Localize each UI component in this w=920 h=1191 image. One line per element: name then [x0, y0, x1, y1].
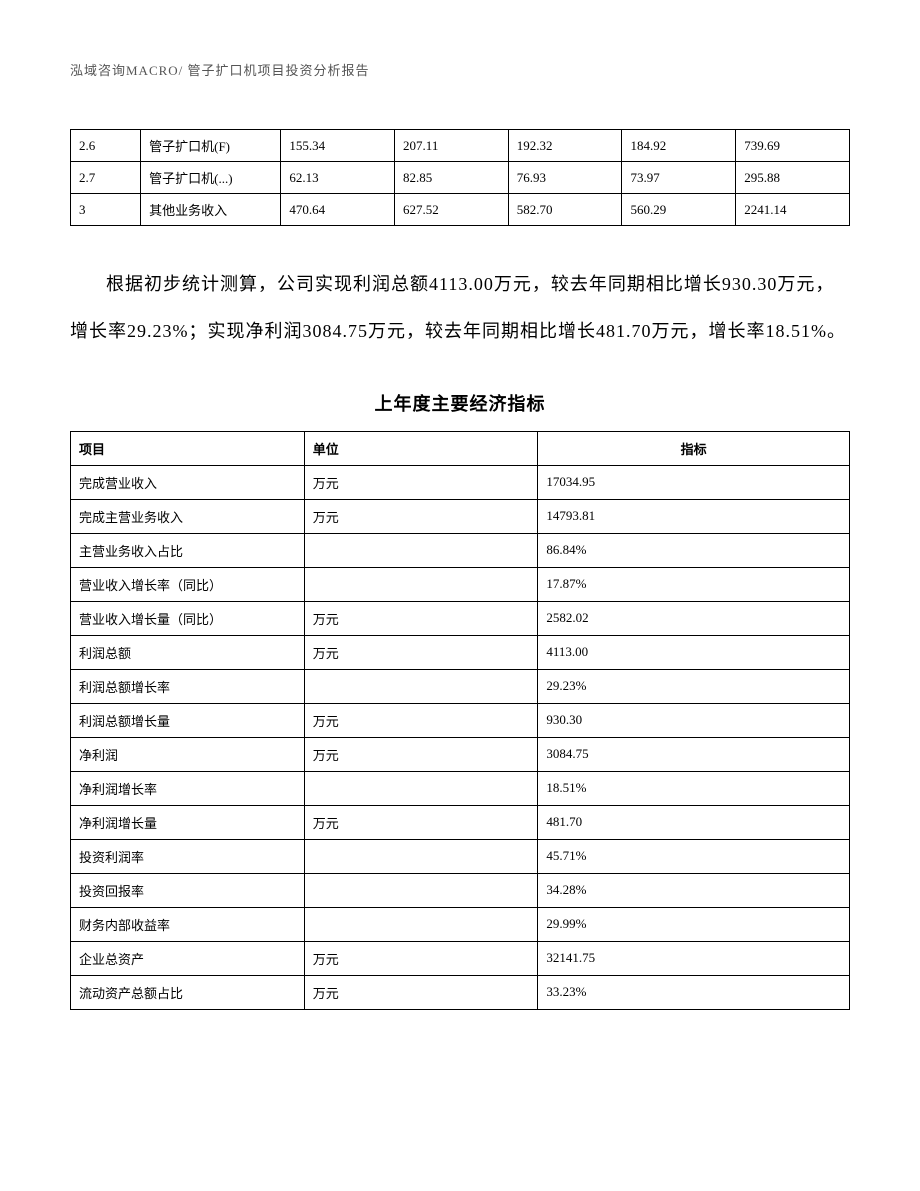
- revenue-breakdown-table: 2.6管子扩口机(F)155.34207.11192.32184.92739.6…: [70, 129, 850, 226]
- table-cell: 18.51%: [538, 771, 850, 805]
- table-cell: 82.85: [395, 162, 509, 194]
- table-cell: 万元: [304, 805, 538, 839]
- table-row: 净利润增长量万元481.70: [71, 805, 850, 839]
- table-cell: 管子扩口机(F): [141, 130, 281, 162]
- table-cell: 净利润增长量: [71, 805, 305, 839]
- table-cell: 万元: [304, 703, 538, 737]
- table-cell: 万元: [304, 635, 538, 669]
- page-header: 泓域咨询MACRO/ 管子扩口机项目投资分析报告: [70, 60, 850, 79]
- table-cell: 投资利润率: [71, 839, 305, 873]
- table-cell: 192.32: [508, 130, 622, 162]
- table-row: 企业总资产万元32141.75: [71, 941, 850, 975]
- table-cell: 184.92: [622, 130, 736, 162]
- table-cell: 万元: [304, 941, 538, 975]
- summary-paragraph: 根据初步统计测算，公司实现利润总额4113.00万元，较去年同期相比增长930.…: [70, 261, 850, 355]
- table-row: 利润总额万元4113.00: [71, 635, 850, 669]
- table-cell: [304, 533, 538, 567]
- table-row: 主营业务收入占比 86.84%: [71, 533, 850, 567]
- table-cell: 2241.14: [736, 194, 850, 226]
- table-cell: 万元: [304, 465, 538, 499]
- col-header-unit: 单位: [304, 431, 538, 465]
- table-cell: 481.70: [538, 805, 850, 839]
- table-cell: 45.71%: [538, 839, 850, 873]
- table-cell: 3084.75: [538, 737, 850, 771]
- table-row: 净利润增长率 18.51%: [71, 771, 850, 805]
- table-cell: 完成营业收入: [71, 465, 305, 499]
- section-title: 上年度主要经济指标: [70, 390, 850, 416]
- table-cell: 295.88: [736, 162, 850, 194]
- table-cell: 155.34: [281, 130, 395, 162]
- table-cell: 净利润增长率: [71, 771, 305, 805]
- table-cell: 73.97: [622, 162, 736, 194]
- table-row: 净利润万元3084.75: [71, 737, 850, 771]
- table-cell: [304, 567, 538, 601]
- table-cell: 470.64: [281, 194, 395, 226]
- table-cell: 29.99%: [538, 907, 850, 941]
- table-row: 完成营业收入万元17034.95: [71, 465, 850, 499]
- table-cell: 2.6: [71, 130, 141, 162]
- table-cell: [304, 907, 538, 941]
- table-cell: 完成主营业务收入: [71, 499, 305, 533]
- table-row: 利润总额增长率 29.23%: [71, 669, 850, 703]
- table-cell: 财务内部收益率: [71, 907, 305, 941]
- table-cell: 930.30: [538, 703, 850, 737]
- economic-indicators-table: 项目 单位 指标 完成营业收入万元17034.95完成主营业务收入万元14793…: [70, 431, 850, 1010]
- table-row: 投资回报率 34.28%: [71, 873, 850, 907]
- table-cell: 34.28%: [538, 873, 850, 907]
- table-cell: 投资回报率: [71, 873, 305, 907]
- table-cell: 营业收入增长率（同比）: [71, 567, 305, 601]
- table-cell: 739.69: [736, 130, 850, 162]
- table-cell: 营业收入增长量（同比）: [71, 601, 305, 635]
- table-cell: 净利润: [71, 737, 305, 771]
- table-cell: 582.70: [508, 194, 622, 226]
- table-cell: 利润总额增长量: [71, 703, 305, 737]
- table-cell: [304, 771, 538, 805]
- table-cell: 管子扩口机(...): [141, 162, 281, 194]
- table-cell: 4113.00: [538, 635, 850, 669]
- table-cell: [304, 873, 538, 907]
- table-cell: 17034.95: [538, 465, 850, 499]
- table-cell: 其他业务收入: [141, 194, 281, 226]
- table-cell: 2.7: [71, 162, 141, 194]
- table-cell: 流动资产总额占比: [71, 975, 305, 1009]
- table-cell: 32141.75: [538, 941, 850, 975]
- table-cell: 207.11: [395, 130, 509, 162]
- table-row: 流动资产总额占比万元33.23%: [71, 975, 850, 1009]
- table-cell: 万元: [304, 601, 538, 635]
- table-cell: 33.23%: [538, 975, 850, 1009]
- table-cell: [304, 669, 538, 703]
- table-row: 2.7管子扩口机(...)62.1382.8576.9373.97295.88: [71, 162, 850, 194]
- table-header-row: 项目 单位 指标: [71, 431, 850, 465]
- table-row: 3其他业务收入470.64627.52582.70560.292241.14: [71, 194, 850, 226]
- table-row: 利润总额增长量万元930.30: [71, 703, 850, 737]
- table-cell: 2582.02: [538, 601, 850, 635]
- table-cell: 主营业务收入占比: [71, 533, 305, 567]
- table-cell: 14793.81: [538, 499, 850, 533]
- table-cell: 万元: [304, 737, 538, 771]
- col-header-item: 项目: [71, 431, 305, 465]
- table-cell: 76.93: [508, 162, 622, 194]
- table-cell: 86.84%: [538, 533, 850, 567]
- table-cell: 利润总额增长率: [71, 669, 305, 703]
- table-cell: 利润总额: [71, 635, 305, 669]
- table-row: 财务内部收益率 29.99%: [71, 907, 850, 941]
- table-cell: [304, 839, 538, 873]
- table-cell: 企业总资产: [71, 941, 305, 975]
- table-cell: 627.52: [395, 194, 509, 226]
- table-cell: 3: [71, 194, 141, 226]
- table-row: 营业收入增长量（同比）万元2582.02: [71, 601, 850, 635]
- col-header-value: 指标: [538, 431, 850, 465]
- table-cell: 17.87%: [538, 567, 850, 601]
- table-cell: 万元: [304, 975, 538, 1009]
- table-cell: 560.29: [622, 194, 736, 226]
- table-row: 2.6管子扩口机(F)155.34207.11192.32184.92739.6…: [71, 130, 850, 162]
- table-row: 营业收入增长率（同比） 17.87%: [71, 567, 850, 601]
- table-cell: 万元: [304, 499, 538, 533]
- table-row: 完成主营业务收入万元14793.81: [71, 499, 850, 533]
- table-cell: 62.13: [281, 162, 395, 194]
- table-cell: 29.23%: [538, 669, 850, 703]
- table-row: 投资利润率 45.71%: [71, 839, 850, 873]
